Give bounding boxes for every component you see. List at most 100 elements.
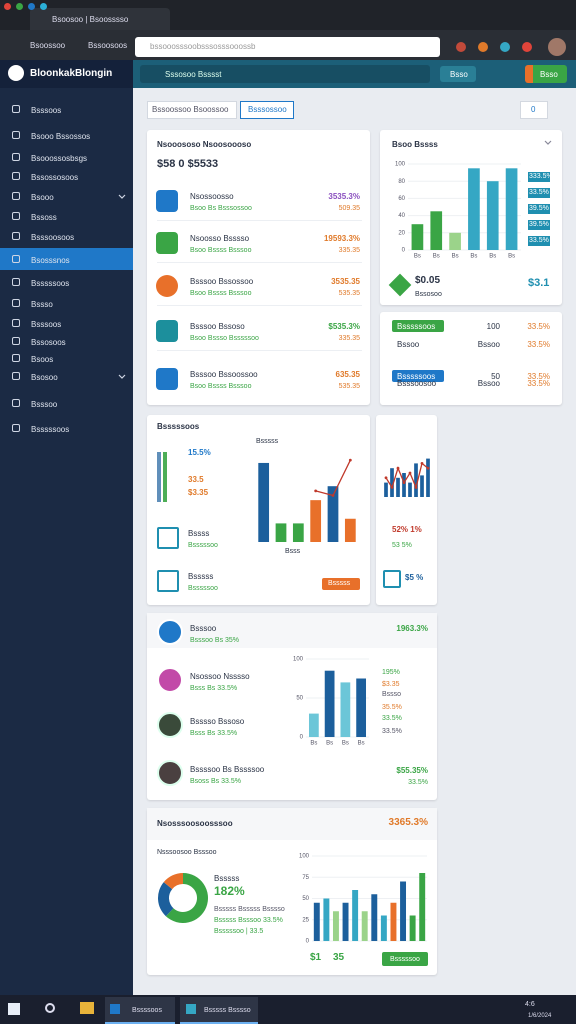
- search-box[interactable]: [140, 65, 430, 83]
- bar: [384, 482, 388, 497]
- header-button-label[interactable]: Bsso: [450, 70, 468, 79]
- bar: [400, 881, 407, 941]
- bookmark[interactable]: Bsoossoo: [30, 41, 66, 50]
- y-tick-label: 0: [306, 939, 310, 944]
- side-stat: $3.35: [382, 681, 400, 688]
- tag: [528, 220, 550, 230]
- bar: [340, 682, 351, 737]
- sidebar-icon: [12, 354, 20, 362]
- search-text[interactable]: Sssosoo Bsssst: [165, 70, 222, 79]
- action-button[interactable]: [382, 952, 428, 966]
- extension-icon[interactable]: [522, 42, 532, 52]
- row-count: Bssoo: [477, 340, 500, 349]
- bar: [342, 902, 349, 941]
- tab-title[interactable]: Bsoosoo | Bsoosssso: [52, 15, 129, 24]
- line: [385, 462, 429, 490]
- start-button[interactable]: [8, 1003, 20, 1015]
- sidebar-item[interactable]: Bssosoos: [31, 338, 66, 347]
- filter-tab[interactable]: [147, 101, 237, 119]
- sidebar-icon: [12, 212, 20, 220]
- extension-icon[interactable]: [456, 42, 466, 52]
- sidebar-item[interactable]: Bssso: [31, 300, 53, 309]
- sidebar-item[interactable]: Bsosssnos: [31, 256, 70, 265]
- browser-tab[interactable]: [30, 8, 170, 30]
- sidebar-item[interactable]: Bsssoos: [31, 320, 62, 329]
- row-icon: [156, 320, 178, 342]
- x-tick-label: Bs: [414, 254, 421, 260]
- line-point: [314, 489, 318, 493]
- chart: 0 20 40 60 80 100 Bs Bs Bs Bs Bs Bs: [395, 162, 521, 260]
- header-button[interactable]: [440, 66, 476, 82]
- action-button-label[interactable]: Bsssss: [328, 580, 351, 587]
- bar: [411, 224, 424, 250]
- sidebar-item[interactable]: Bsssoos: [31, 106, 62, 115]
- row-button-label[interactable]: Bsssssoos: [397, 372, 436, 381]
- dropdown-label[interactable]: 0: [531, 105, 536, 114]
- sidebar-item[interactable]: Bsssoo: [31, 400, 58, 409]
- taskbar-label[interactable]: Bssssoos: [132, 1007, 162, 1014]
- donut-chart: [158, 873, 208, 923]
- side-stat: Bssso: [382, 691, 402, 698]
- taskbar-app[interactable]: [180, 997, 258, 1024]
- row-button[interactable]: [392, 320, 444, 332]
- bar: [430, 211, 443, 250]
- y-tick-label: 20: [398, 230, 405, 236]
- window-dot: [16, 3, 23, 10]
- row-name: Nsossoosso: [190, 192, 234, 201]
- profile-avatar[interactable]: [548, 38, 566, 56]
- header-button-label[interactable]: Bsso: [540, 70, 558, 79]
- url-text[interactable]: bssooosssoobsssosssooossb: [150, 42, 256, 51]
- extension-icon[interactable]: [478, 42, 488, 52]
- bookmark[interactable]: Bssoosoos: [88, 41, 128, 50]
- sidebar-icon: [12, 131, 20, 139]
- row-name: Bsssoo Bssoso: [190, 322, 245, 331]
- sidebar-icon: [12, 153, 20, 161]
- sidebar-item[interactable]: Bsooo Bssossos: [31, 132, 91, 141]
- side-stat: 33.5%: [382, 728, 402, 735]
- filter-tab[interactable]: [240, 101, 294, 119]
- search-button[interactable]: [45, 1003, 55, 1013]
- card-title: Nsosssoosoosssoo: [157, 819, 233, 828]
- row-button-label[interactable]: Bsssssoos: [397, 322, 436, 331]
- stat-value: $0.05: [415, 275, 441, 286]
- sidebar-item[interactable]: Bssoss: [31, 213, 57, 222]
- sidebar-icon: [12, 337, 20, 345]
- y-tick-label: 50: [296, 696, 303, 702]
- sidebar-item[interactable]: Bsssssoos: [31, 279, 70, 288]
- donut-label: Bsssss: [214, 874, 240, 883]
- filter-tab-label[interactable]: Bsssossoo: [248, 105, 287, 114]
- sidebar-item[interactable]: Bsssoosoos: [31, 233, 75, 242]
- chart: [258, 458, 356, 542]
- bar: [371, 894, 378, 941]
- sidebar-item[interactable]: Bsosoo: [31, 373, 58, 382]
- line-point: [408, 471, 412, 475]
- sidebar-item[interactable]: Bsssssoos: [31, 425, 70, 434]
- action-button-label[interactable]: Bsssssoo: [390, 956, 420, 963]
- sidebar-item[interactable]: Bsoos: [31, 355, 54, 364]
- top-value: 1963.3%: [396, 624, 428, 633]
- bottom-value: 33.5%: [408, 779, 428, 786]
- row-button[interactable]: [392, 370, 444, 382]
- taskbar-label[interactable]: Bsssss Bsssso: [204, 1007, 251, 1014]
- detail-line: Bsssssoo | 33.5: [214, 928, 264, 935]
- filter-tab-label[interactable]: Bssoossoo Bsoossoo: [152, 105, 229, 114]
- row-pct: 33.5%: [527, 340, 550, 349]
- clock-time: 4:6: [525, 1001, 535, 1008]
- donut-value: 182%: [214, 884, 245, 898]
- header-button[interactable]: [525, 65, 567, 83]
- sidebar-item[interactable]: Bssossosoos: [31, 173, 79, 182]
- sidebar: [0, 88, 133, 995]
- sidebar-item[interactable]: Bsooossosbsgs: [31, 154, 88, 163]
- taskbar-app[interactable]: [80, 1002, 94, 1014]
- bar: [292, 523, 304, 542]
- chart-x-label: Bsss: [285, 548, 301, 555]
- action-button[interactable]: [322, 578, 360, 590]
- extension-icon[interactable]: [500, 42, 510, 52]
- avatar: [157, 760, 183, 786]
- summary-total: $58 0 $5533: [157, 158, 219, 170]
- chevron-icon: [118, 194, 126, 199]
- dropdown[interactable]: [520, 101, 548, 119]
- row-sub: Bsoo Bssss Bsssoo: [190, 247, 252, 254]
- url-bar[interactable]: [135, 37, 440, 57]
- sidebar-item[interactable]: Bsooo: [31, 193, 54, 202]
